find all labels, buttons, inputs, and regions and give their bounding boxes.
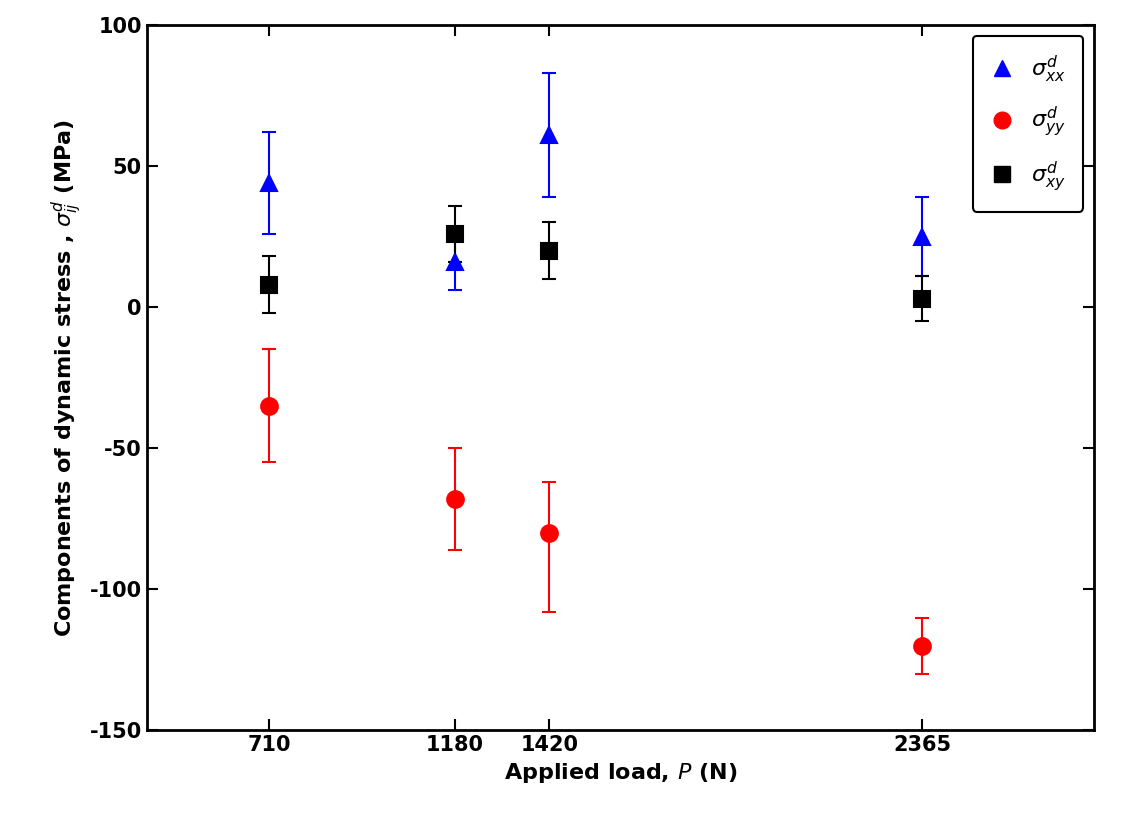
X-axis label: Applied load, $P$ (N): Applied load, $P$ (N) (504, 761, 737, 785)
Y-axis label: Components of dynamic stress , $\sigma^{d}_{ij}$ (MPa): Components of dynamic stress , $\sigma^{… (50, 119, 83, 637)
Legend: $\sigma^{d}_{xx}$, $\sigma^{d}_{yy}$, $\sigma^{d}_{xy}$: $\sigma^{d}_{xx}$, $\sigma^{d}_{yy}$, $\… (972, 36, 1083, 212)
